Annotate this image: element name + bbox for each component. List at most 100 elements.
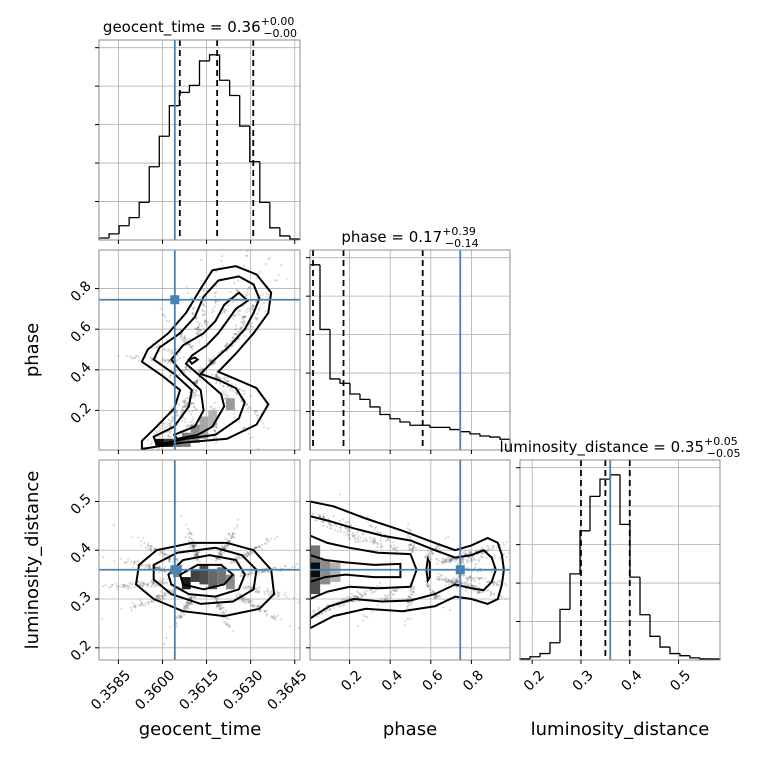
sample-point (235, 556, 238, 559)
sample-point (427, 585, 430, 588)
sample-point (446, 535, 450, 538)
sample-point (215, 557, 219, 560)
sample-point (409, 548, 412, 551)
sample-point (189, 545, 192, 548)
sample-point (251, 552, 254, 555)
sample-point (250, 572, 253, 575)
sample-point (180, 451, 182, 453)
sample-point (149, 547, 153, 551)
sample-point (195, 553, 198, 556)
sample-point (225, 341, 228, 344)
xtick-label-geocent-time-1: 0.3600 (132, 667, 178, 713)
sample-point (209, 359, 212, 362)
sample-point (150, 358, 154, 361)
sample-point (147, 601, 150, 604)
sample-point (186, 401, 189, 405)
sample-point (468, 556, 471, 559)
sample-point (208, 360, 211, 363)
panel-phase-hist: phase = 0.17+0.39 −0.14 (306, 225, 511, 454)
sample-point (213, 430, 216, 433)
sample-point (188, 530, 191, 533)
sample-point (257, 605, 260, 608)
sample-point (311, 609, 314, 613)
sample-point (383, 598, 386, 601)
sample-point (222, 545, 225, 548)
sample-point (392, 589, 395, 592)
sample-point (188, 425, 191, 428)
sample-point (115, 585, 119, 588)
sample-point (273, 537, 276, 541)
sample-point (188, 597, 192, 600)
sample-point (149, 600, 153, 603)
sample-point (163, 555, 166, 559)
sample-point (158, 597, 161, 600)
sample-point (194, 327, 197, 330)
sample-point (150, 600, 153, 603)
sample-point (267, 592, 270, 595)
sample-point (168, 589, 172, 592)
density-cell-phase_vs_geocent_time-4 (190, 424, 200, 443)
sample-point (411, 551, 414, 554)
sample-point (236, 523, 239, 527)
sample-point (462, 551, 465, 554)
sample-point (452, 581, 455, 585)
sample-point (396, 546, 399, 549)
sample-point (210, 357, 213, 360)
sample-point (243, 264, 246, 267)
sample-point (427, 585, 430, 588)
sample-point (153, 585, 156, 588)
sample-point (450, 558, 454, 561)
sample-point (235, 526, 239, 529)
sample-point (361, 619, 365, 622)
sample-point (132, 566, 135, 569)
sample-point (267, 427, 270, 430)
sample-point (438, 559, 441, 562)
hist-bin-geocent-time (249, 126, 260, 163)
sample-point (224, 545, 227, 548)
sample-point (158, 566, 161, 569)
sample-point (365, 540, 368, 543)
sample-point (185, 397, 188, 400)
sample-point (141, 584, 144, 587)
sample-point (478, 591, 481, 594)
sample-point (148, 547, 152, 550)
sample-point (192, 539, 195, 542)
sample-point (138, 584, 142, 587)
sample-point (307, 510, 309, 512)
sample-point (411, 600, 414, 604)
sample-point (196, 332, 199, 335)
sample-point (331, 525, 334, 528)
sample-point (308, 623, 310, 625)
sample-point (144, 563, 147, 567)
sample-point (448, 561, 452, 564)
sample-point (487, 548, 491, 551)
sample-point (514, 550, 516, 552)
sample-point (376, 530, 379, 534)
sample-point (260, 492, 262, 494)
sample-point (126, 558, 130, 561)
sample-point (231, 535, 234, 538)
sample-point (441, 560, 444, 563)
sample-point (247, 327, 250, 330)
sample-point (360, 594, 363, 597)
sample-point (156, 595, 159, 598)
sample-point (288, 628, 290, 630)
sample-point (426, 583, 429, 586)
hist-bin-luminosity-distance (529, 656, 540, 659)
sample-point (447, 557, 450, 560)
sample-point (254, 318, 257, 321)
sample-point (197, 370, 200, 373)
sample-point (248, 600, 251, 603)
sample-point (178, 373, 181, 377)
sample-point (473, 566, 477, 569)
sample-point (212, 309, 215, 313)
hist-bin-luminosity-distance (599, 478, 610, 497)
sample-point (166, 553, 169, 557)
sample-point (472, 584, 475, 587)
density-cell-phase_vs_geocent_time-0 (155, 438, 165, 447)
sample-point (191, 348, 194, 351)
density-cell-luminosity_distance_vs_phase-2 (310, 545, 321, 563)
sample-point (242, 585, 245, 588)
sample-point (451, 580, 454, 584)
sample-point (195, 551, 198, 555)
